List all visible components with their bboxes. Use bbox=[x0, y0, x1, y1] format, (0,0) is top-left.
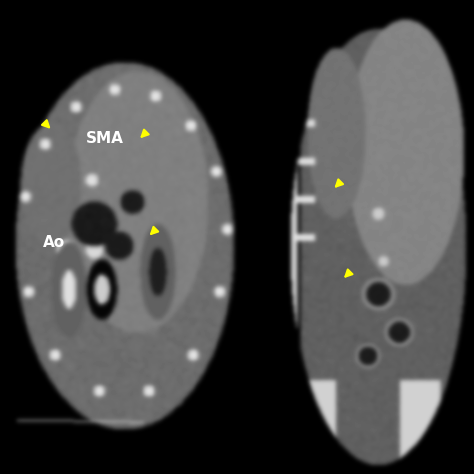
Text: Ao: Ao bbox=[43, 235, 65, 250]
Text: SMA: SMA bbox=[86, 131, 124, 146]
